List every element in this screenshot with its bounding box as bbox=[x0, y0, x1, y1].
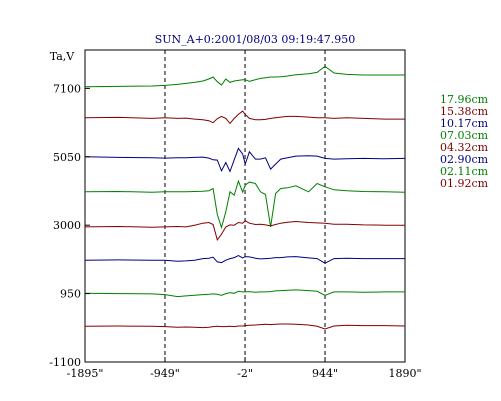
legend-entry-0: 17.96cm bbox=[440, 93, 489, 106]
series-line-2 bbox=[84, 147, 406, 173]
legend-entry-4: 04.32cm bbox=[440, 141, 489, 154]
legend-entry-2: 10.17cm bbox=[440, 117, 489, 130]
series-line-1 bbox=[84, 110, 405, 125]
series-line-5 bbox=[84, 255, 405, 264]
legend-entry-6: 02.11cm bbox=[440, 165, 489, 178]
series-line-0 bbox=[84, 65, 405, 88]
series-line-6 bbox=[84, 289, 405, 298]
series-group bbox=[84, 65, 406, 330]
legend-entry-3: 07.03cm bbox=[440, 129, 489, 142]
y-tick-label-1: 5050 bbox=[53, 151, 81, 164]
x-axis-ticks: -1895" -949" -2" 944" 1890" bbox=[67, 357, 422, 380]
legend-entry-1: 15.38cm bbox=[440, 105, 489, 118]
y-tick-label-4: -1100 bbox=[49, 356, 81, 369]
x-tick-label-2: -2" bbox=[237, 367, 253, 380]
legend: 17.96cm15.38cm10.17cm07.03cm04.32cm02.90… bbox=[440, 93, 489, 190]
x-tick-label-1: -949" bbox=[150, 367, 180, 380]
y-tick-label-2: 3000 bbox=[53, 219, 81, 232]
chart-title: SUN_A+0:2001/08/03 09:19:47.950 bbox=[155, 33, 356, 46]
series-line-7 bbox=[84, 323, 406, 330]
y-tick-label-3: 950 bbox=[60, 288, 81, 301]
y-tick-label-0: 7100 bbox=[53, 82, 81, 95]
series-line-3 bbox=[84, 179, 406, 230]
legend-entry-7: 01.92cm bbox=[440, 177, 489, 190]
x-tick-label-3: 944" bbox=[312, 367, 338, 380]
series-line-4 bbox=[84, 220, 405, 242]
y-axis-ticks: 7100 5050 3000 950 -1100 bbox=[49, 82, 90, 369]
legend-entry-5: 02.90cm bbox=[440, 153, 489, 166]
dashed-verticals bbox=[164, 50, 326, 362]
y-axis-label: Ta,V bbox=[50, 50, 76, 63]
x-tick-label-0: -1895" bbox=[67, 367, 104, 380]
x-tick-label-4: 1890" bbox=[388, 367, 421, 380]
